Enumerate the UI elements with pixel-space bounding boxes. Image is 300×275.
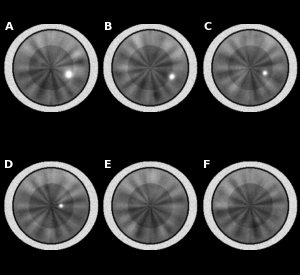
- Text: F: F: [203, 160, 211, 170]
- Text: D: D: [4, 160, 14, 170]
- Text: C: C: [203, 22, 211, 32]
- Text: A: A: [4, 22, 13, 32]
- Text: B: B: [104, 22, 112, 32]
- Text: E: E: [104, 160, 112, 170]
